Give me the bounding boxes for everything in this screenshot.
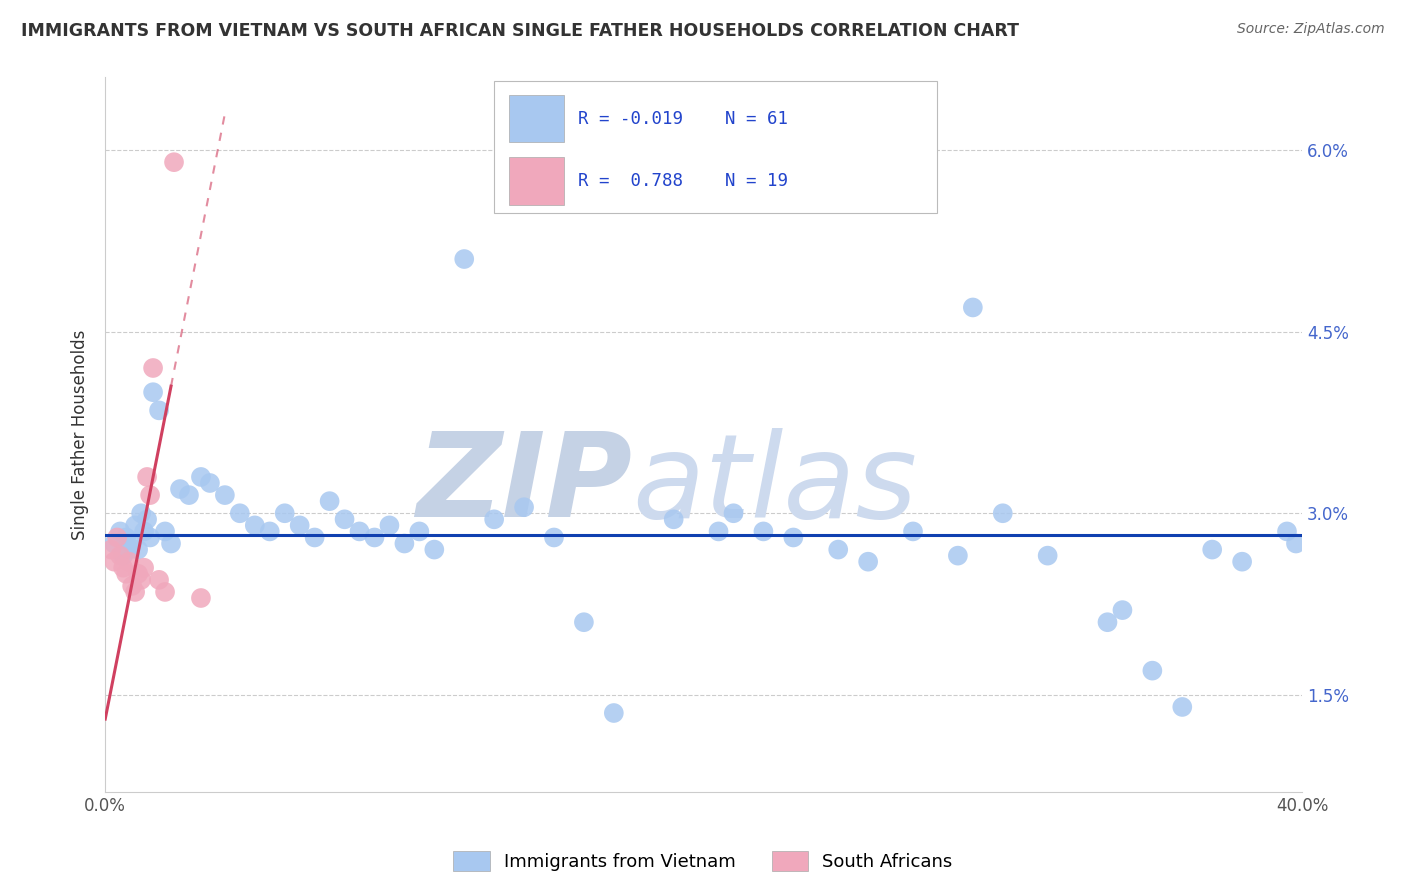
Point	[1230, 555, 1253, 569]
Text: R =  0.788    N = 19: R = 0.788 N = 19	[578, 172, 787, 190]
Legend: Immigrants from Vietnam, South Africans: Immigrants from Vietnam, South Africans	[446, 844, 960, 879]
Point	[363, 531, 385, 545]
Point	[118, 542, 141, 557]
Point	[139, 488, 162, 502]
Point	[318, 494, 340, 508]
Point	[142, 385, 165, 400]
Point	[378, 518, 401, 533]
Point	[160, 536, 183, 550]
Point	[288, 518, 311, 533]
Point	[991, 506, 1014, 520]
Point	[169, 482, 191, 496]
Point	[115, 531, 138, 545]
Point	[127, 542, 149, 557]
Point	[132, 524, 155, 539]
Point	[408, 524, 430, 539]
Y-axis label: Single Father Households: Single Father Households	[72, 329, 89, 540]
Point	[198, 475, 221, 490]
Point	[148, 573, 170, 587]
Point	[115, 566, 138, 581]
Point	[513, 500, 536, 515]
Point	[118, 555, 141, 569]
Point	[108, 524, 131, 539]
Point	[394, 536, 416, 550]
Point	[752, 524, 775, 539]
Point	[129, 573, 152, 587]
Point	[142, 361, 165, 376]
Point	[105, 531, 128, 545]
Text: Source: ZipAtlas.com: Source: ZipAtlas.com	[1237, 22, 1385, 37]
Point	[1201, 542, 1223, 557]
Point	[139, 531, 162, 545]
Point	[1275, 524, 1298, 539]
FancyBboxPatch shape	[509, 95, 564, 143]
Point	[482, 512, 505, 526]
Point	[1285, 536, 1308, 550]
Point	[901, 524, 924, 539]
Point	[304, 531, 326, 545]
Point	[132, 560, 155, 574]
Point	[543, 531, 565, 545]
Point	[827, 542, 849, 557]
Point	[153, 585, 176, 599]
Point	[1097, 615, 1119, 630]
Point	[274, 506, 297, 520]
Point	[108, 549, 131, 563]
Point	[177, 488, 200, 502]
Point	[148, 403, 170, 417]
Point	[349, 524, 371, 539]
Point	[1111, 603, 1133, 617]
Point	[112, 549, 135, 563]
Point	[163, 155, 186, 169]
Point	[1142, 664, 1164, 678]
Point	[723, 506, 745, 520]
Text: R = -0.019    N = 61: R = -0.019 N = 61	[578, 110, 787, 128]
Point	[229, 506, 252, 520]
Point	[1036, 549, 1059, 563]
Point	[453, 252, 475, 266]
Point	[603, 706, 626, 720]
Text: atlas: atlas	[631, 427, 917, 541]
Point	[153, 524, 176, 539]
Point	[1171, 700, 1194, 714]
Point	[112, 560, 135, 574]
Point	[100, 542, 122, 557]
Point	[572, 615, 595, 630]
Point	[190, 591, 212, 605]
Point	[962, 301, 984, 315]
Point	[103, 555, 125, 569]
Point	[707, 524, 730, 539]
Point	[259, 524, 281, 539]
Point	[136, 470, 159, 484]
Point	[121, 579, 143, 593]
Text: ZIP: ZIP	[416, 427, 631, 542]
Point	[782, 531, 804, 545]
Point	[103, 536, 125, 550]
FancyBboxPatch shape	[494, 81, 936, 213]
Point	[136, 512, 159, 526]
Point	[243, 518, 266, 533]
Point	[124, 518, 146, 533]
Point	[856, 555, 879, 569]
Point	[129, 506, 152, 520]
Point	[124, 585, 146, 599]
FancyBboxPatch shape	[509, 157, 564, 204]
Point	[127, 566, 149, 581]
Point	[190, 470, 212, 484]
Point	[333, 512, 356, 526]
Point	[121, 536, 143, 550]
Point	[946, 549, 969, 563]
Point	[423, 542, 446, 557]
Text: IMMIGRANTS FROM VIETNAM VS SOUTH AFRICAN SINGLE FATHER HOUSEHOLDS CORRELATION CH: IMMIGRANTS FROM VIETNAM VS SOUTH AFRICAN…	[21, 22, 1019, 40]
Point	[662, 512, 685, 526]
Point	[214, 488, 236, 502]
